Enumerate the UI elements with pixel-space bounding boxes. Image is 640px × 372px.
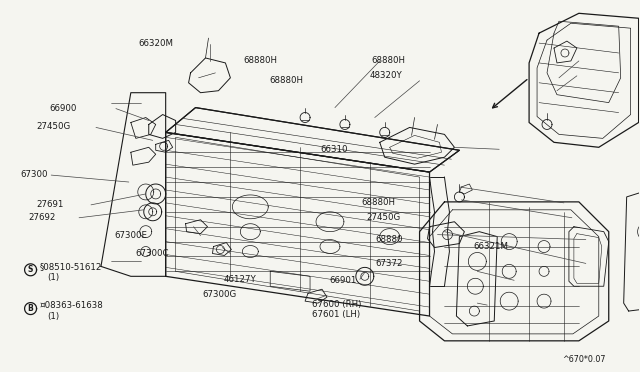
Text: ^670*0.07: ^670*0.07	[562, 355, 605, 364]
Text: 66320M: 66320M	[138, 39, 173, 48]
Text: 68880H: 68880H	[362, 198, 396, 207]
Text: (1): (1)	[47, 273, 60, 282]
Text: 67372: 67372	[376, 259, 403, 268]
Text: (1): (1)	[47, 312, 60, 321]
Text: 27691: 27691	[36, 200, 64, 209]
Text: 66310: 66310	[320, 145, 348, 154]
Text: 27450G: 27450G	[36, 122, 70, 131]
Text: 68880H: 68880H	[244, 56, 278, 65]
Text: 68880H: 68880H	[371, 56, 405, 65]
Text: 67300C: 67300C	[135, 249, 169, 258]
Text: 67600 (RH): 67600 (RH)	[312, 300, 362, 310]
Text: B: B	[28, 304, 33, 313]
Text: S: S	[28, 265, 33, 274]
Text: 66901: 66901	[330, 276, 357, 285]
Text: 67300G: 67300G	[202, 291, 236, 299]
Text: 66321M: 66321M	[473, 243, 508, 251]
Text: ¤08363-61638: ¤08363-61638	[40, 301, 103, 310]
Text: 66900: 66900	[49, 104, 77, 113]
Text: 67300E: 67300E	[115, 231, 148, 240]
Text: 68880: 68880	[376, 235, 403, 244]
Text: 67601 (LH): 67601 (LH)	[312, 310, 360, 319]
Text: §08510-51612: §08510-51612	[40, 262, 102, 271]
Text: 27692: 27692	[28, 213, 56, 222]
Text: 48320Y: 48320Y	[370, 71, 403, 80]
Text: 27450G: 27450G	[367, 213, 401, 222]
Text: 67300: 67300	[20, 170, 48, 179]
Text: 68880H: 68880H	[269, 76, 303, 85]
Text: 46127Y: 46127Y	[223, 275, 256, 283]
